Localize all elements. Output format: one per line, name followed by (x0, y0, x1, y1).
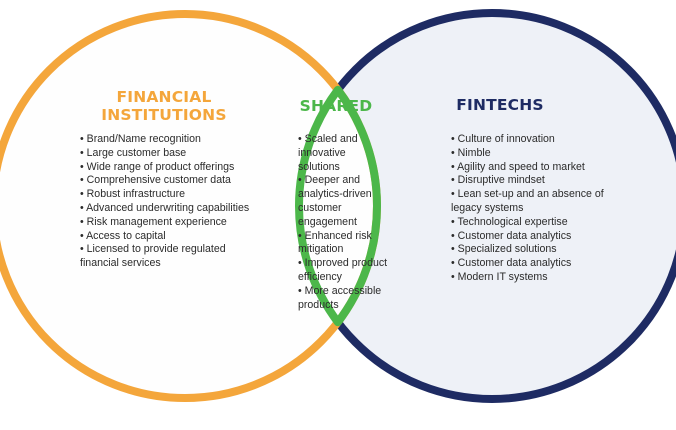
list-item: Brand/Name recognition (80, 133, 262, 147)
list-item: Access to capital (80, 230, 262, 244)
list-item: Lean set-up and an absence of legacy sys… (451, 188, 611, 216)
financial-institutions-list: Brand/Name recognition Large customer ba… (80, 133, 262, 271)
list-item: Improved product efficiency (298, 257, 390, 285)
fintechs-heading: FINTECHS (456, 96, 544, 114)
list-item: Comprehensive customer data (80, 174, 262, 188)
list-item: Customer data analytics (451, 230, 611, 244)
list-item: Scaled and innovative solutions (298, 133, 390, 174)
financial-institutions-title-line1: FINANCIAL (116, 88, 212, 106)
list-item: Risk management experience (80, 216, 262, 230)
list-item: Customer data analytics (451, 257, 611, 271)
list-item: Wide range of product offerings (80, 161, 262, 175)
fintechs-list: Culture of innovation Nimble Agility and… (451, 133, 611, 285)
list-item: Technological expertise (451, 216, 611, 230)
list-item: Advanced underwriting capabilities (80, 202, 262, 216)
list-item: Robust infrastructure (80, 188, 262, 202)
list-item: More accessible products (298, 285, 390, 313)
list-item: Deeper and analytics-driven customer eng… (298, 174, 390, 229)
list-item: Enhanced risk mitigation (298, 230, 390, 258)
list-item: Disruptive mindset (451, 174, 611, 188)
list-item: Nimble (451, 147, 611, 161)
shared-list: Scaled and innovative solutions Deeper a… (298, 133, 390, 312)
list-item: Large customer base (80, 147, 262, 161)
financial-institutions-title-line2: INSTITUTIONS (101, 106, 227, 124)
shared-heading: SHARED (299, 97, 373, 115)
list-item: Agility and speed to market (451, 161, 611, 175)
list-item: Culture of innovation (451, 133, 611, 147)
list-item: Modern IT systems (451, 271, 611, 285)
list-item: Licensed to provide regulated financial … (80, 243, 262, 271)
list-item: Specialized solutions (451, 243, 611, 257)
financial-institutions-heading: FINANCIAL INSTITUTIONS (98, 88, 230, 124)
